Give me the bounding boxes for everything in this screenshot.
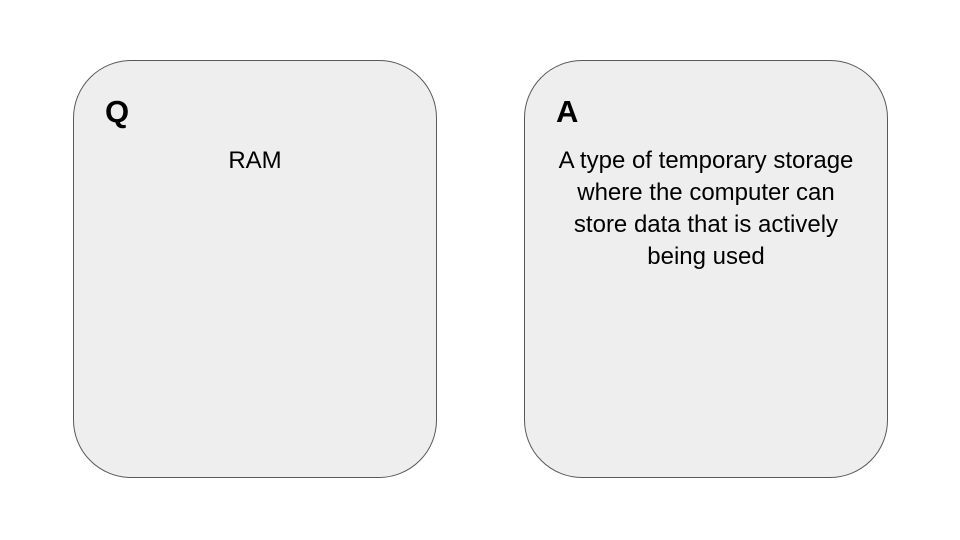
question-card: Q RAM [73, 60, 437, 478]
answer-card-text: A type of temporary storage where the co… [558, 147, 854, 270]
answer-card-letter: A [556, 94, 579, 129]
answer-card: A A type of temporary storage where the … [524, 60, 888, 478]
question-card-letter: Q [105, 94, 130, 129]
question-card-text: RAM [228, 147, 282, 174]
